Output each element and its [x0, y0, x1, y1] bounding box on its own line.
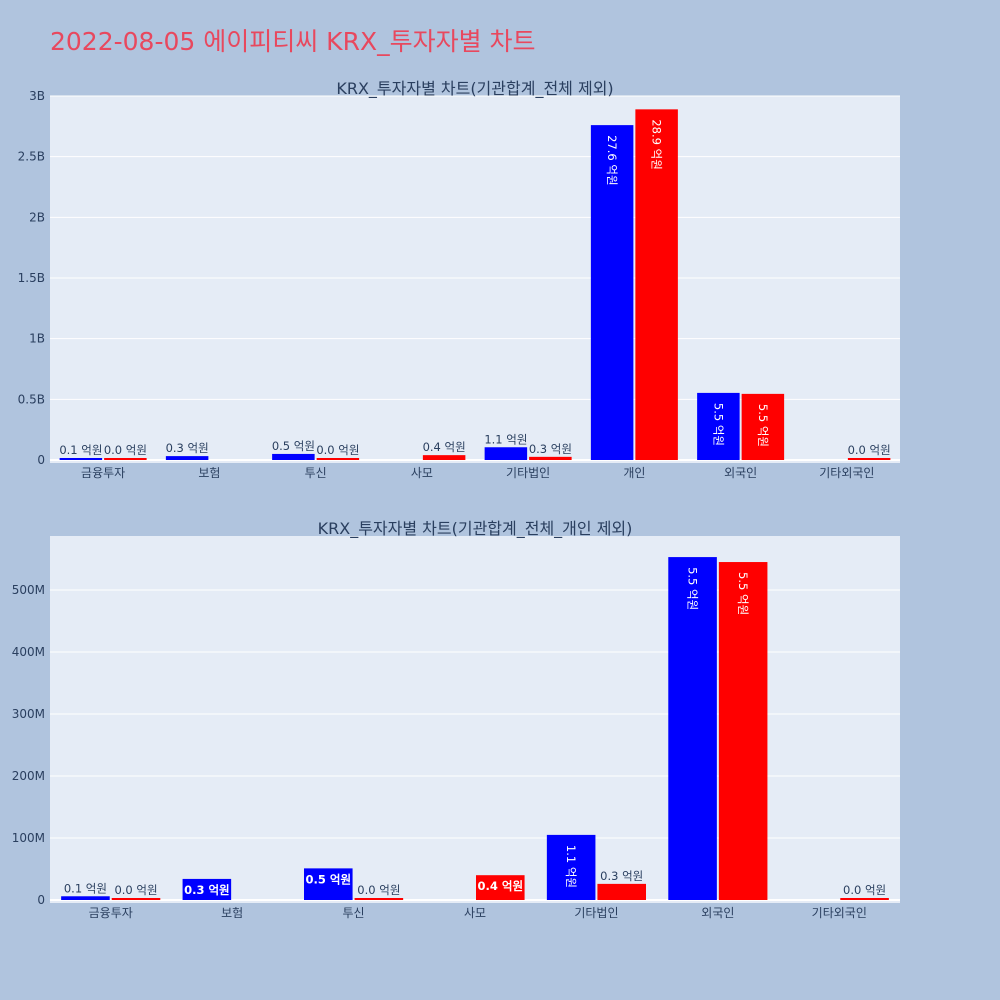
bar-sell [635, 109, 678, 460]
data-label: 0.3 억원 [184, 883, 230, 897]
data-label: 5.5 억원 [686, 567, 700, 610]
bar-buy [272, 453, 315, 460]
bar-sell [847, 458, 891, 460]
x-tick-label: 외국인 [724, 466, 757, 480]
x-tick-label: 개인 [623, 466, 645, 480]
y-tick-label: 300M [12, 707, 45, 721]
bar-sell [104, 458, 147, 460]
data-label: 1.1 억원 [564, 845, 578, 888]
bar-sell [476, 875, 525, 900]
bar-buy [590, 125, 634, 461]
x-tick-label: 사모 [464, 906, 486, 920]
data-label: 5.5 억원 [711, 403, 725, 446]
bar-buy [546, 834, 596, 900]
data-label: 28.9 억원 [650, 119, 664, 169]
data-label: 0.4 억원 [423, 440, 466, 454]
y-tick-label: 200M [12, 769, 45, 783]
bar-buy [59, 458, 103, 460]
bar-buy [484, 447, 528, 460]
y-tick-label: 0 [37, 893, 45, 907]
bar-buy [165, 456, 209, 460]
data-label: 5.5 억원 [756, 404, 770, 447]
x-tick-label: 보험 [198, 466, 220, 480]
x-tick-label: 투신 [343, 906, 365, 920]
chart-title: KRX_투자자별 차트(기관합계_전체_개인 제외) [318, 519, 633, 539]
x-tick-label: 투신 [305, 466, 327, 480]
data-label: 1.1 억원 [484, 432, 527, 446]
data-label: 0.0 억원 [357, 883, 400, 897]
x-tick-label: 기타외국인 [812, 906, 867, 920]
bar-sell [354, 898, 404, 900]
data-label: 0.3 억원 [529, 442, 572, 456]
x-tick-label: 금융투자 [81, 466, 125, 480]
bar-sell [422, 455, 466, 460]
chart-1: 0 0.5B 1B 1.5B 2B 2.5B 3B KRX_투자자별 차트(기관합계_전체 제… [18, 79, 900, 480]
y-tick-label: 400M [12, 645, 45, 659]
data-label: 5.5 억원 [736, 572, 750, 615]
data-label: 0.3 억원 [166, 441, 209, 455]
data-label: 0.0 억원 [848, 443, 891, 457]
data-label: 27.6 억원 [605, 135, 619, 185]
bar-buy [304, 868, 353, 900]
bar-sell [316, 458, 360, 460]
y-tick-label: 500M [12, 583, 45, 597]
data-label: 0.0 억원 [104, 443, 147, 457]
bar-sell [111, 898, 161, 900]
bar-buy [668, 557, 717, 900]
data-label: 0.3 억원 [600, 869, 643, 883]
data-label: 0.0 억원 [843, 883, 886, 897]
bar-sell [597, 883, 646, 900]
bar-sell [529, 456, 572, 460]
page-title: 2022-08-05 에이피티씨 KRX_투자자별 차트 [50, 27, 536, 56]
x-tick-label: 보험 [221, 906, 243, 920]
bar-sell [718, 562, 768, 900]
y-tick-label: 2.5B [18, 150, 45, 164]
bar-sell [840, 898, 889, 900]
x-tick-label: 기타법인 [574, 906, 618, 920]
x-tick-label: 기타법인 [506, 466, 550, 480]
bar-buy [182, 878, 232, 900]
bar-buy [61, 896, 110, 900]
data-label: 0.0 억원 [316, 443, 359, 457]
y-tick-label: 100M [12, 831, 45, 845]
x-tick-label: 외국인 [701, 906, 734, 920]
data-label: 0.5 억원 [306, 872, 352, 886]
x-tick-label: 사모 [411, 466, 433, 480]
bar-buy [697, 392, 740, 460]
data-label: 0.0 억원 [114, 883, 157, 897]
y-tick-label: 1B [29, 332, 45, 346]
y-tick-label: 0.5B [18, 392, 45, 406]
x-tick-label: 기타외국인 [819, 466, 874, 480]
data-label: 0.1 억원 [64, 881, 107, 895]
y-tick-label: 0 [37, 453, 45, 467]
data-label: 0.5 억원 [272, 439, 315, 453]
bar-sell [741, 393, 785, 460]
plot-area [50, 536, 900, 903]
data-label: 0.4 억원 [478, 879, 524, 893]
x-tick-label: 금융투자 [89, 906, 133, 920]
y-tick-label: 3B [29, 89, 45, 103]
y-tick-label: 2B [29, 210, 45, 224]
chart-2: 0 100M 200M 300M 400M 500M KRX_투자자별 차트(기관합계_전체… [12, 519, 900, 920]
chart-title: KRX_투자자별 차트(기관합계_전체 제외) [336, 79, 613, 99]
data-label: 0.1 억원 [59, 443, 102, 457]
y-tick-label: 1.5B [18, 271, 45, 285]
